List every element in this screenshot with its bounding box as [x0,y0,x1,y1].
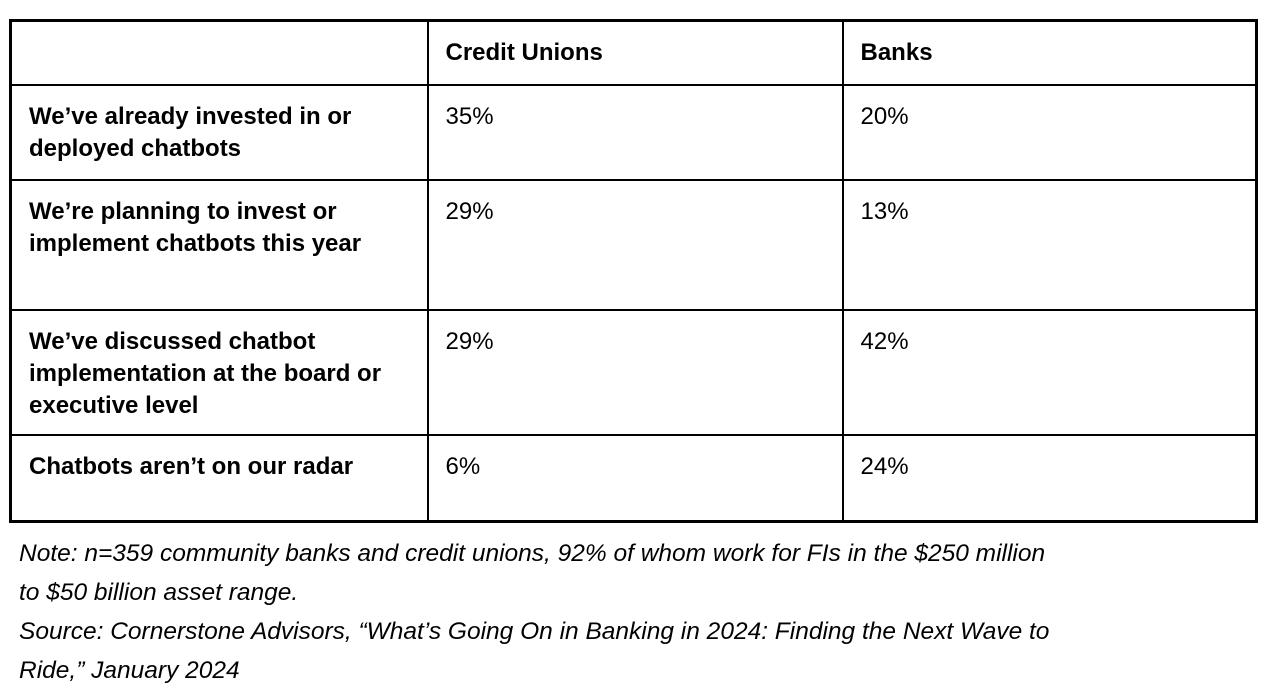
note-text-line-2: to $50 billion asset range. [19,579,299,606]
header-banks: Banks [841,19,1258,86]
table-row: Chatbots aren’t on our radar 6% 24% [9,433,1258,523]
value-discussed-banks: 42% [841,308,1258,436]
chatbot-adoption-table: Credit Unions Banks We’ve already invest… [9,19,1258,523]
row-label-discussed: We’ve discussed chatbot implementation a… [9,308,429,436]
source-text-line-1: Source: Cornerstone Advisors, “What’s Go… [19,618,1050,645]
value-not-on-radar-banks: 24% [841,433,1258,523]
header-credit-unions: Credit Unions [426,19,844,86]
row-label-invested: We’ve already invested in or deployed ch… [9,83,429,181]
source-text-line-2: Ride,” January 2024 [19,657,240,684]
table-row: We’ve already invested in or deployed ch… [9,83,1258,181]
value-discussed-credit-unions: 29% [426,308,844,436]
footnotes: Note: n=359 community banks and credit u… [9,523,1264,690]
note-text-line-1: Note: n=359 community banks and credit u… [19,540,1046,567]
row-label-not-on-radar: Chatbots aren’t on our radar [9,433,429,523]
value-invested-credit-unions: 35% [426,83,844,181]
table-row: We’re planning to invest or implement ch… [9,178,1258,311]
value-invested-banks: 20% [841,83,1258,181]
table-header-row: Credit Unions Banks [9,19,1258,86]
row-label-planning: We’re planning to invest or implement ch… [9,178,429,311]
table-row: We’ve discussed chatbot implementation a… [9,308,1258,436]
value-not-on-radar-credit-unions: 6% [426,433,844,523]
value-planning-banks: 13% [841,178,1258,311]
header-empty-cell [9,19,429,86]
value-planning-credit-unions: 29% [426,178,844,311]
